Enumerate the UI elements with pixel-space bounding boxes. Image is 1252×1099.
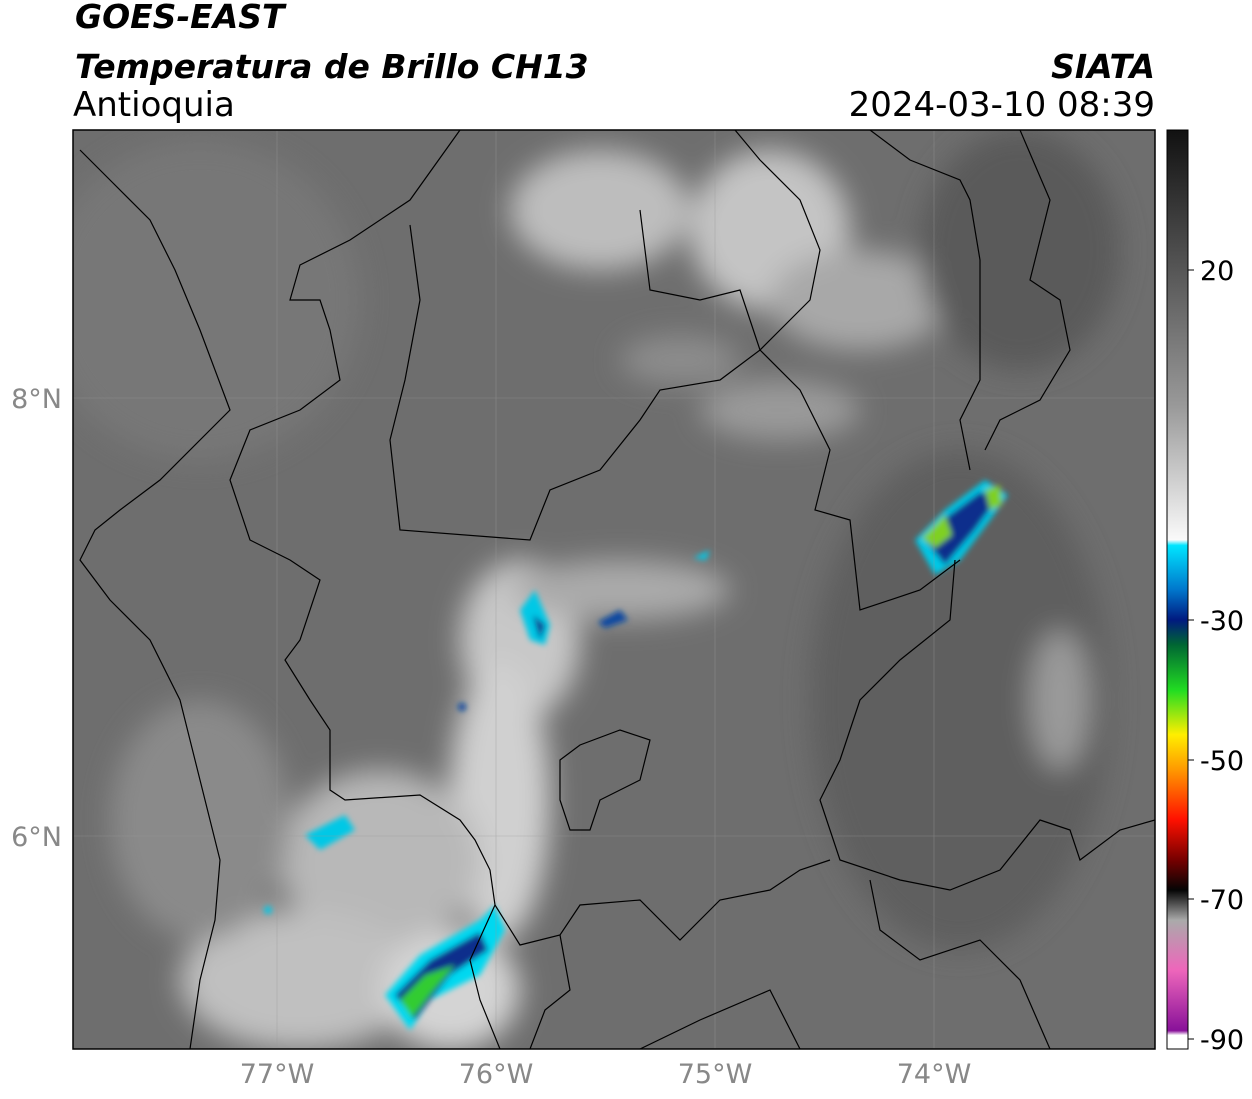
colorbar xyxy=(1166,129,1189,1050)
lon-label: 74°W xyxy=(897,1059,972,1090)
colorbar-label: -50 xyxy=(1200,746,1244,777)
colorbar-label: 20 xyxy=(1200,256,1234,287)
borders xyxy=(79,130,1155,1049)
subtitle: Temperatura de Brillo CH13 xyxy=(75,47,589,86)
lat-label: 8°N xyxy=(11,384,62,415)
lat-label: 6°N xyxy=(11,822,62,853)
map-frame xyxy=(72,129,1156,1050)
lon-label: 76°W xyxy=(459,1059,534,1090)
colorbar-label: -30 xyxy=(1200,606,1244,637)
satellite-image xyxy=(73,130,1155,1049)
region: Antioquia xyxy=(73,85,235,125)
lon-label: 77°W xyxy=(240,1059,315,1090)
datetime: 2024-03-10 08:39 xyxy=(849,85,1155,125)
colorbar-label: -70 xyxy=(1200,885,1244,916)
source: SIATA xyxy=(1051,47,1155,86)
lon-label: 75°W xyxy=(678,1059,753,1090)
colorbar-label: -90 xyxy=(1200,1025,1244,1056)
title: GOES-EAST xyxy=(75,0,287,36)
